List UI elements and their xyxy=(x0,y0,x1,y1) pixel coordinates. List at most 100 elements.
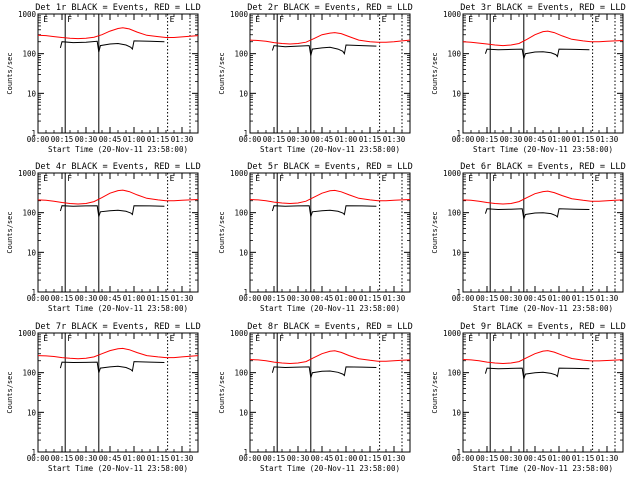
marker-label: E xyxy=(255,334,260,343)
y-tick-label: 10 xyxy=(452,408,462,417)
chart-title: Det 6r BLACK = Events, RED = LLD xyxy=(460,162,626,172)
marker-label: E xyxy=(595,174,600,183)
x-tick-label: 00:45 xyxy=(99,454,122,463)
x-axis-label: Start Time (20-Nov-11 23:58:00) xyxy=(260,464,400,473)
chart-panel-3: Det 3r BLACK = Events, RED = LLD 1 10 100 10… xyxy=(431,3,626,154)
y-tick-label: 1000 xyxy=(443,329,462,338)
marker-label: E xyxy=(595,15,600,24)
y-tick-label: 1 xyxy=(243,288,248,297)
x-tick-label: 00:30 xyxy=(500,454,523,463)
x-tick-label: 01:15 xyxy=(359,454,382,463)
marker-label: E xyxy=(382,15,387,24)
plot-frame xyxy=(37,332,199,453)
x-tick-label: 00:15 xyxy=(51,135,74,144)
y-tick-label: 10 xyxy=(239,248,249,257)
x-tick-label: 01:30 xyxy=(383,454,406,463)
x-tick-label: 01:00 xyxy=(335,454,358,463)
x-tick-label: 01:00 xyxy=(335,294,358,303)
x-tick-label: 01:00 xyxy=(335,135,358,144)
y-tick-label: 10 xyxy=(27,89,37,98)
y-tick-label: 1 xyxy=(456,448,461,457)
series-line-red-lld xyxy=(249,32,411,45)
x-tick-label: 00:45 xyxy=(524,294,547,303)
x-tick-label: 01:00 xyxy=(548,294,571,303)
chart-panel-9: Det 9r BLACK = Events, RED = LLD 1 10 100 10… xyxy=(431,322,626,473)
x-tick-label: 00:30 xyxy=(500,135,523,144)
x-tick-label: 01:15 xyxy=(147,135,170,144)
marker-label: F xyxy=(67,334,72,343)
y-tick-label: 100 xyxy=(447,369,461,378)
y-tick-label: 1 xyxy=(31,129,36,138)
x-tick-label: 00:15 xyxy=(476,135,499,144)
y-tick-label: 1000 xyxy=(230,10,249,19)
x-tick-label: 01:15 xyxy=(572,454,595,463)
x-tick-label: 00:00 xyxy=(27,135,50,144)
x-tick-label: 00:30 xyxy=(75,294,98,303)
marker-label: F xyxy=(67,15,72,24)
x-tick-label: 01:30 xyxy=(596,454,619,463)
y-tick-label: 1000 xyxy=(18,329,37,338)
y-tick-label: 1000 xyxy=(18,169,37,178)
x-tick-label: 01:30 xyxy=(171,135,194,144)
y-tick-label: 10 xyxy=(27,248,37,257)
y-axis-label: Counts/sec xyxy=(6,52,14,94)
y-tick-label: 10 xyxy=(27,408,37,417)
y-axis-label: Counts/sec xyxy=(6,371,14,413)
x-tick-label: 01:15 xyxy=(147,454,170,463)
series-line-red-lld xyxy=(37,27,199,40)
chart-title: Det 1r BLACK = Events, RED = LLD xyxy=(35,3,201,13)
y-tick-label: 100 xyxy=(234,209,248,218)
series-line-black-events xyxy=(59,361,165,373)
series-line-red-lld xyxy=(249,350,411,365)
y-tick-label: 100 xyxy=(22,369,36,378)
y-tick-label: 10 xyxy=(239,408,249,417)
x-axis-label: Start Time (20-Nov-11 23:58:00) xyxy=(48,304,188,313)
y-axis-label: Counts/sec xyxy=(218,52,226,94)
x-tick-label: 01:30 xyxy=(171,454,194,463)
x-tick-label: 01:00 xyxy=(548,135,571,144)
y-tick-label: 1000 xyxy=(230,169,249,178)
marker-label: E xyxy=(170,15,175,24)
x-tick-label: 01:30 xyxy=(171,294,194,303)
x-tick-label: 00:30 xyxy=(287,454,310,463)
x-axis-label: Start Time (20-Nov-11 23:58:00) xyxy=(473,145,613,154)
chart-panel-1: Det 1r BLACK = Events, RED = LLD 1 10 100 10… xyxy=(6,3,201,154)
marker-label: E xyxy=(255,174,260,183)
y-tick-label: 1 xyxy=(31,288,36,297)
marker-label: F xyxy=(279,174,284,183)
marker-label: E xyxy=(468,174,473,183)
x-tick-label: 00:15 xyxy=(263,454,286,463)
x-tick-label: 00:15 xyxy=(476,454,499,463)
x-tick-label: 01:30 xyxy=(596,294,619,303)
x-tick-label: 00:30 xyxy=(287,135,310,144)
y-axis-label: Counts/sec xyxy=(6,211,14,253)
marker-label: E xyxy=(170,174,175,183)
series-line-red-lld xyxy=(37,189,199,205)
y-tick-label: 1 xyxy=(243,129,248,138)
x-axis-label: Start Time (20-Nov-11 23:58:00) xyxy=(473,464,613,473)
x-tick-label: 01:00 xyxy=(548,454,571,463)
y-tick-label: 100 xyxy=(447,50,461,59)
series-line-red-lld xyxy=(462,350,624,365)
x-tick-label: 01:30 xyxy=(383,135,406,144)
marker-label: E xyxy=(255,15,260,24)
x-tick-label: 00:00 xyxy=(239,135,262,144)
x-tick-label: 01:15 xyxy=(359,135,382,144)
chart-panel-4: Det 4r BLACK = Events, RED = LLD 1 10 100 10… xyxy=(6,162,201,313)
x-tick-label: 00:15 xyxy=(51,294,74,303)
marker-label: F xyxy=(492,15,497,24)
x-tick-label: 01:30 xyxy=(596,135,619,144)
y-tick-label: 10 xyxy=(239,89,249,98)
x-tick-label: 00:00 xyxy=(27,294,50,303)
plot-frame xyxy=(249,13,411,134)
plot-frame xyxy=(462,172,624,293)
y-tick-label: 10 xyxy=(452,89,462,98)
y-tick-label: 1000 xyxy=(443,10,462,19)
y-tick-label: 1000 xyxy=(443,169,462,178)
chart-title: Det 7r BLACK = Events, RED = LLD xyxy=(35,322,201,332)
chart-title: Det 9r BLACK = Events, RED = LLD xyxy=(460,322,626,332)
x-tick-label: 01:30 xyxy=(383,294,406,303)
marker-label: E xyxy=(382,174,387,183)
x-axis-label: Start Time (20-Nov-11 23:58:00) xyxy=(473,304,613,313)
chart-title: Det 3r BLACK = Events, RED = LLD xyxy=(460,3,626,13)
